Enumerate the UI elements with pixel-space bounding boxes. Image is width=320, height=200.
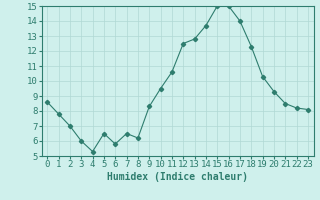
X-axis label: Humidex (Indice chaleur): Humidex (Indice chaleur) (107, 172, 248, 182)
